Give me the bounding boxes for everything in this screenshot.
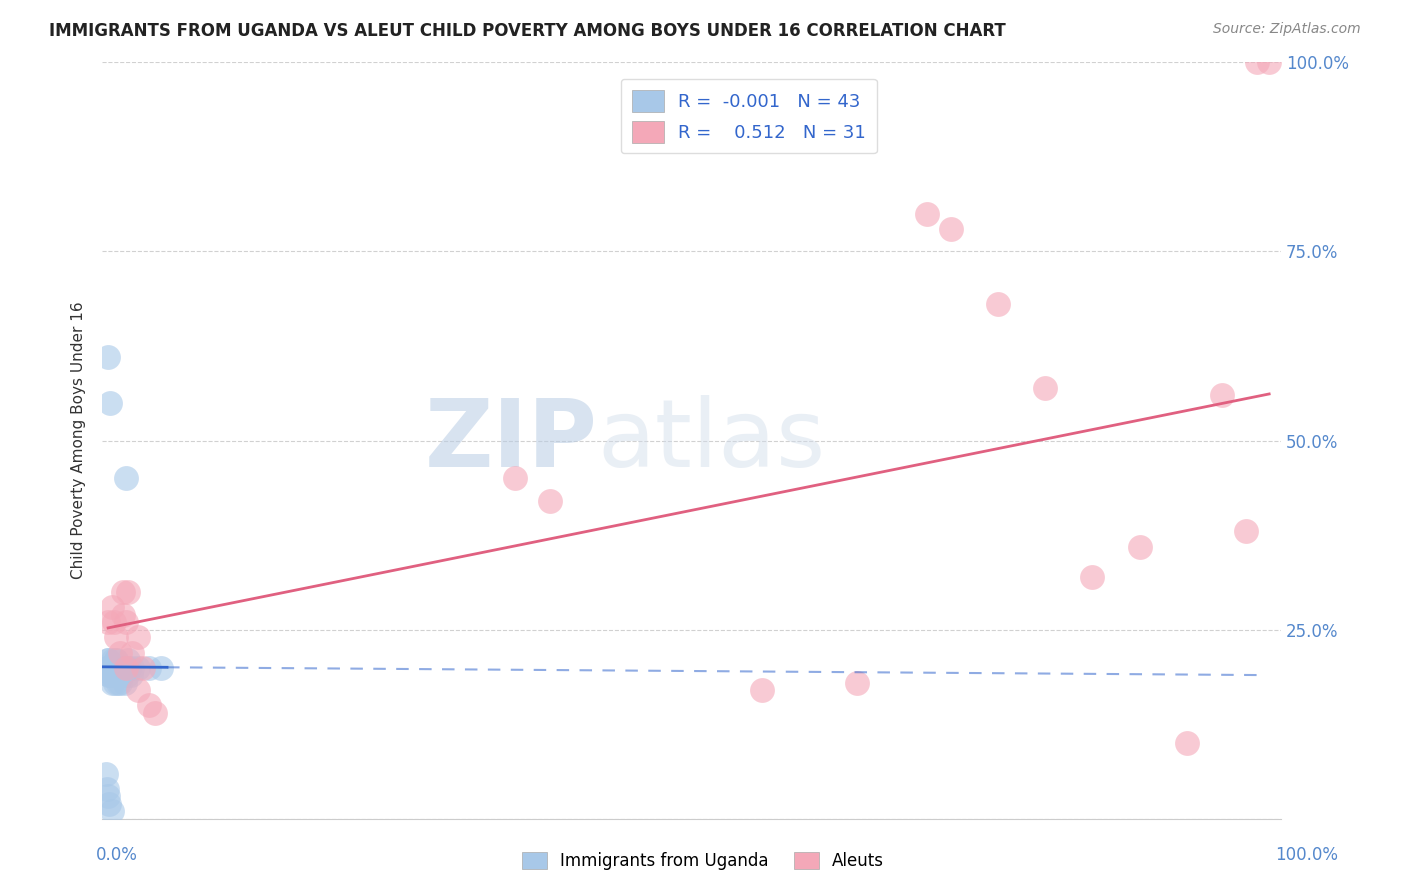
Point xyxy=(98,668,121,682)
Point xyxy=(1246,55,1268,70)
Point xyxy=(100,805,122,819)
Point xyxy=(100,675,122,690)
Point xyxy=(1211,388,1233,402)
Point xyxy=(97,615,120,630)
Point xyxy=(1258,55,1281,70)
Point xyxy=(112,607,135,622)
Text: 0.0%: 0.0% xyxy=(96,846,138,863)
Point xyxy=(103,668,125,682)
Point xyxy=(96,660,118,674)
Point xyxy=(114,660,136,674)
Point xyxy=(939,221,962,235)
Point xyxy=(98,797,121,811)
Point xyxy=(98,668,121,682)
Point xyxy=(120,668,142,682)
Point xyxy=(96,781,118,796)
Point xyxy=(97,653,120,667)
Point xyxy=(97,789,120,804)
Point xyxy=(751,683,773,698)
Point xyxy=(94,766,117,780)
Point xyxy=(100,600,122,615)
Point xyxy=(105,653,128,667)
Point xyxy=(101,660,124,674)
Point xyxy=(132,660,155,674)
Point xyxy=(118,660,141,674)
Text: Source: ZipAtlas.com: Source: ZipAtlas.com xyxy=(1213,22,1361,37)
Point xyxy=(1081,570,1104,584)
Text: atlas: atlas xyxy=(598,394,825,486)
Point xyxy=(143,706,166,720)
Y-axis label: Child Poverty Among Boys Under 16: Child Poverty Among Boys Under 16 xyxy=(72,301,86,580)
Point xyxy=(105,631,128,645)
Point xyxy=(121,646,143,660)
Text: IMMIGRANTS FROM UGANDA VS ALEUT CHILD POVERTY AMONG BOYS UNDER 16 CORRELATION CH: IMMIGRANTS FROM UGANDA VS ALEUT CHILD PO… xyxy=(49,22,1005,40)
Point xyxy=(503,471,526,485)
Point xyxy=(108,675,131,690)
Point xyxy=(104,660,127,674)
Point xyxy=(100,395,122,409)
Point xyxy=(112,660,135,674)
Point xyxy=(107,675,129,690)
Point xyxy=(105,653,128,667)
Point xyxy=(96,660,118,674)
Point xyxy=(127,683,149,698)
Point xyxy=(111,668,134,682)
Legend: Immigrants from Uganda, Aleuts: Immigrants from Uganda, Aleuts xyxy=(515,845,891,877)
Point xyxy=(127,631,149,645)
Point xyxy=(103,615,125,630)
Point xyxy=(538,494,561,508)
Point xyxy=(100,660,122,674)
Point xyxy=(100,668,122,682)
Point xyxy=(845,675,868,690)
Point xyxy=(1128,540,1150,554)
Point xyxy=(107,668,129,682)
Point xyxy=(117,653,139,667)
Point xyxy=(110,660,132,674)
Point xyxy=(100,660,122,674)
Point xyxy=(104,675,127,690)
Point xyxy=(150,660,173,674)
Point xyxy=(101,653,124,667)
Point xyxy=(114,675,136,690)
Text: ZIP: ZIP xyxy=(425,394,598,486)
Point xyxy=(108,646,131,660)
Point xyxy=(1234,524,1257,539)
Point xyxy=(1033,381,1056,395)
Point xyxy=(987,297,1010,311)
Point xyxy=(115,668,138,682)
Point xyxy=(114,615,136,630)
Point xyxy=(97,653,120,667)
Point xyxy=(114,471,136,485)
Point xyxy=(127,660,149,674)
Point xyxy=(121,660,143,674)
Legend: R =  -0.001   N = 43, R =    0.512   N = 31: R = -0.001 N = 43, R = 0.512 N = 31 xyxy=(620,78,877,153)
Point xyxy=(114,660,136,674)
Point xyxy=(112,585,135,599)
Point xyxy=(103,668,125,682)
Point xyxy=(107,660,129,674)
Point xyxy=(97,351,120,365)
Point xyxy=(138,660,160,674)
Point xyxy=(138,698,160,713)
Text: 100.0%: 100.0% xyxy=(1275,846,1339,863)
Point xyxy=(1175,736,1198,750)
Point xyxy=(917,206,939,220)
Point xyxy=(117,585,139,599)
